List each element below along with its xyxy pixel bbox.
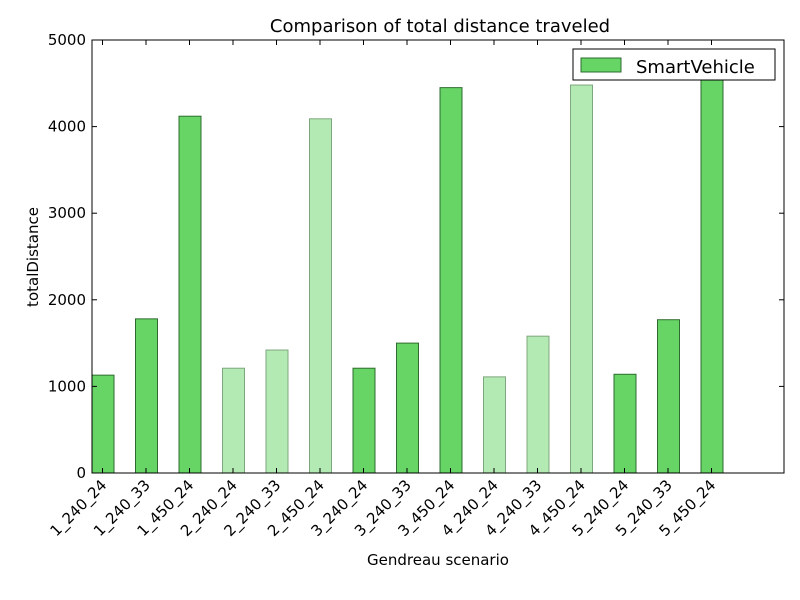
bar-4_240_33 [526, 335, 550, 474]
y-tick-label: 1000 [48, 377, 86, 395]
bar-5_240_24 [613, 373, 637, 474]
bar-5_240_33 [657, 319, 680, 474]
bar-4_240_24 [483, 376, 506, 474]
y-tick-label: 0 [76, 464, 86, 482]
y-tick-label: 3000 [48, 204, 86, 222]
bar-1_450_24 [178, 115, 202, 474]
bar-1_240_33 [135, 318, 158, 474]
legend-swatch [580, 57, 622, 73]
bars-group [91, 78, 724, 474]
y-tick-label: 2000 [48, 291, 86, 309]
y-axis-ticks: 0 1000 2000 3000 4000 5000 [48, 31, 784, 482]
plot-frame [91, 39, 785, 474]
bar-2_240_24 [222, 367, 245, 474]
y-axis-label: totalDistance [24, 207, 42, 307]
y-tick-label: 4000 [48, 118, 86, 136]
x-axis-label: Gendreau scenario [367, 551, 509, 569]
bar-1_240_24 [91, 374, 115, 474]
legend: SmartVehicle [572, 48, 776, 81]
bar-4_450_24 [570, 84, 593, 474]
bar-3_450_24 [439, 87, 463, 474]
bar-2_450_24 [309, 118, 332, 474]
bar-5_450_24 [700, 78, 724, 474]
legend-label: SmartVehicle [636, 57, 755, 78]
bar-3_240_24 [352, 367, 376, 474]
y-tick-label: 5000 [48, 31, 86, 49]
bar-2_240_33 [265, 349, 289, 474]
bar-3_240_33 [396, 342, 419, 474]
chart-title: Comparison of total distance traveled [270, 16, 610, 37]
